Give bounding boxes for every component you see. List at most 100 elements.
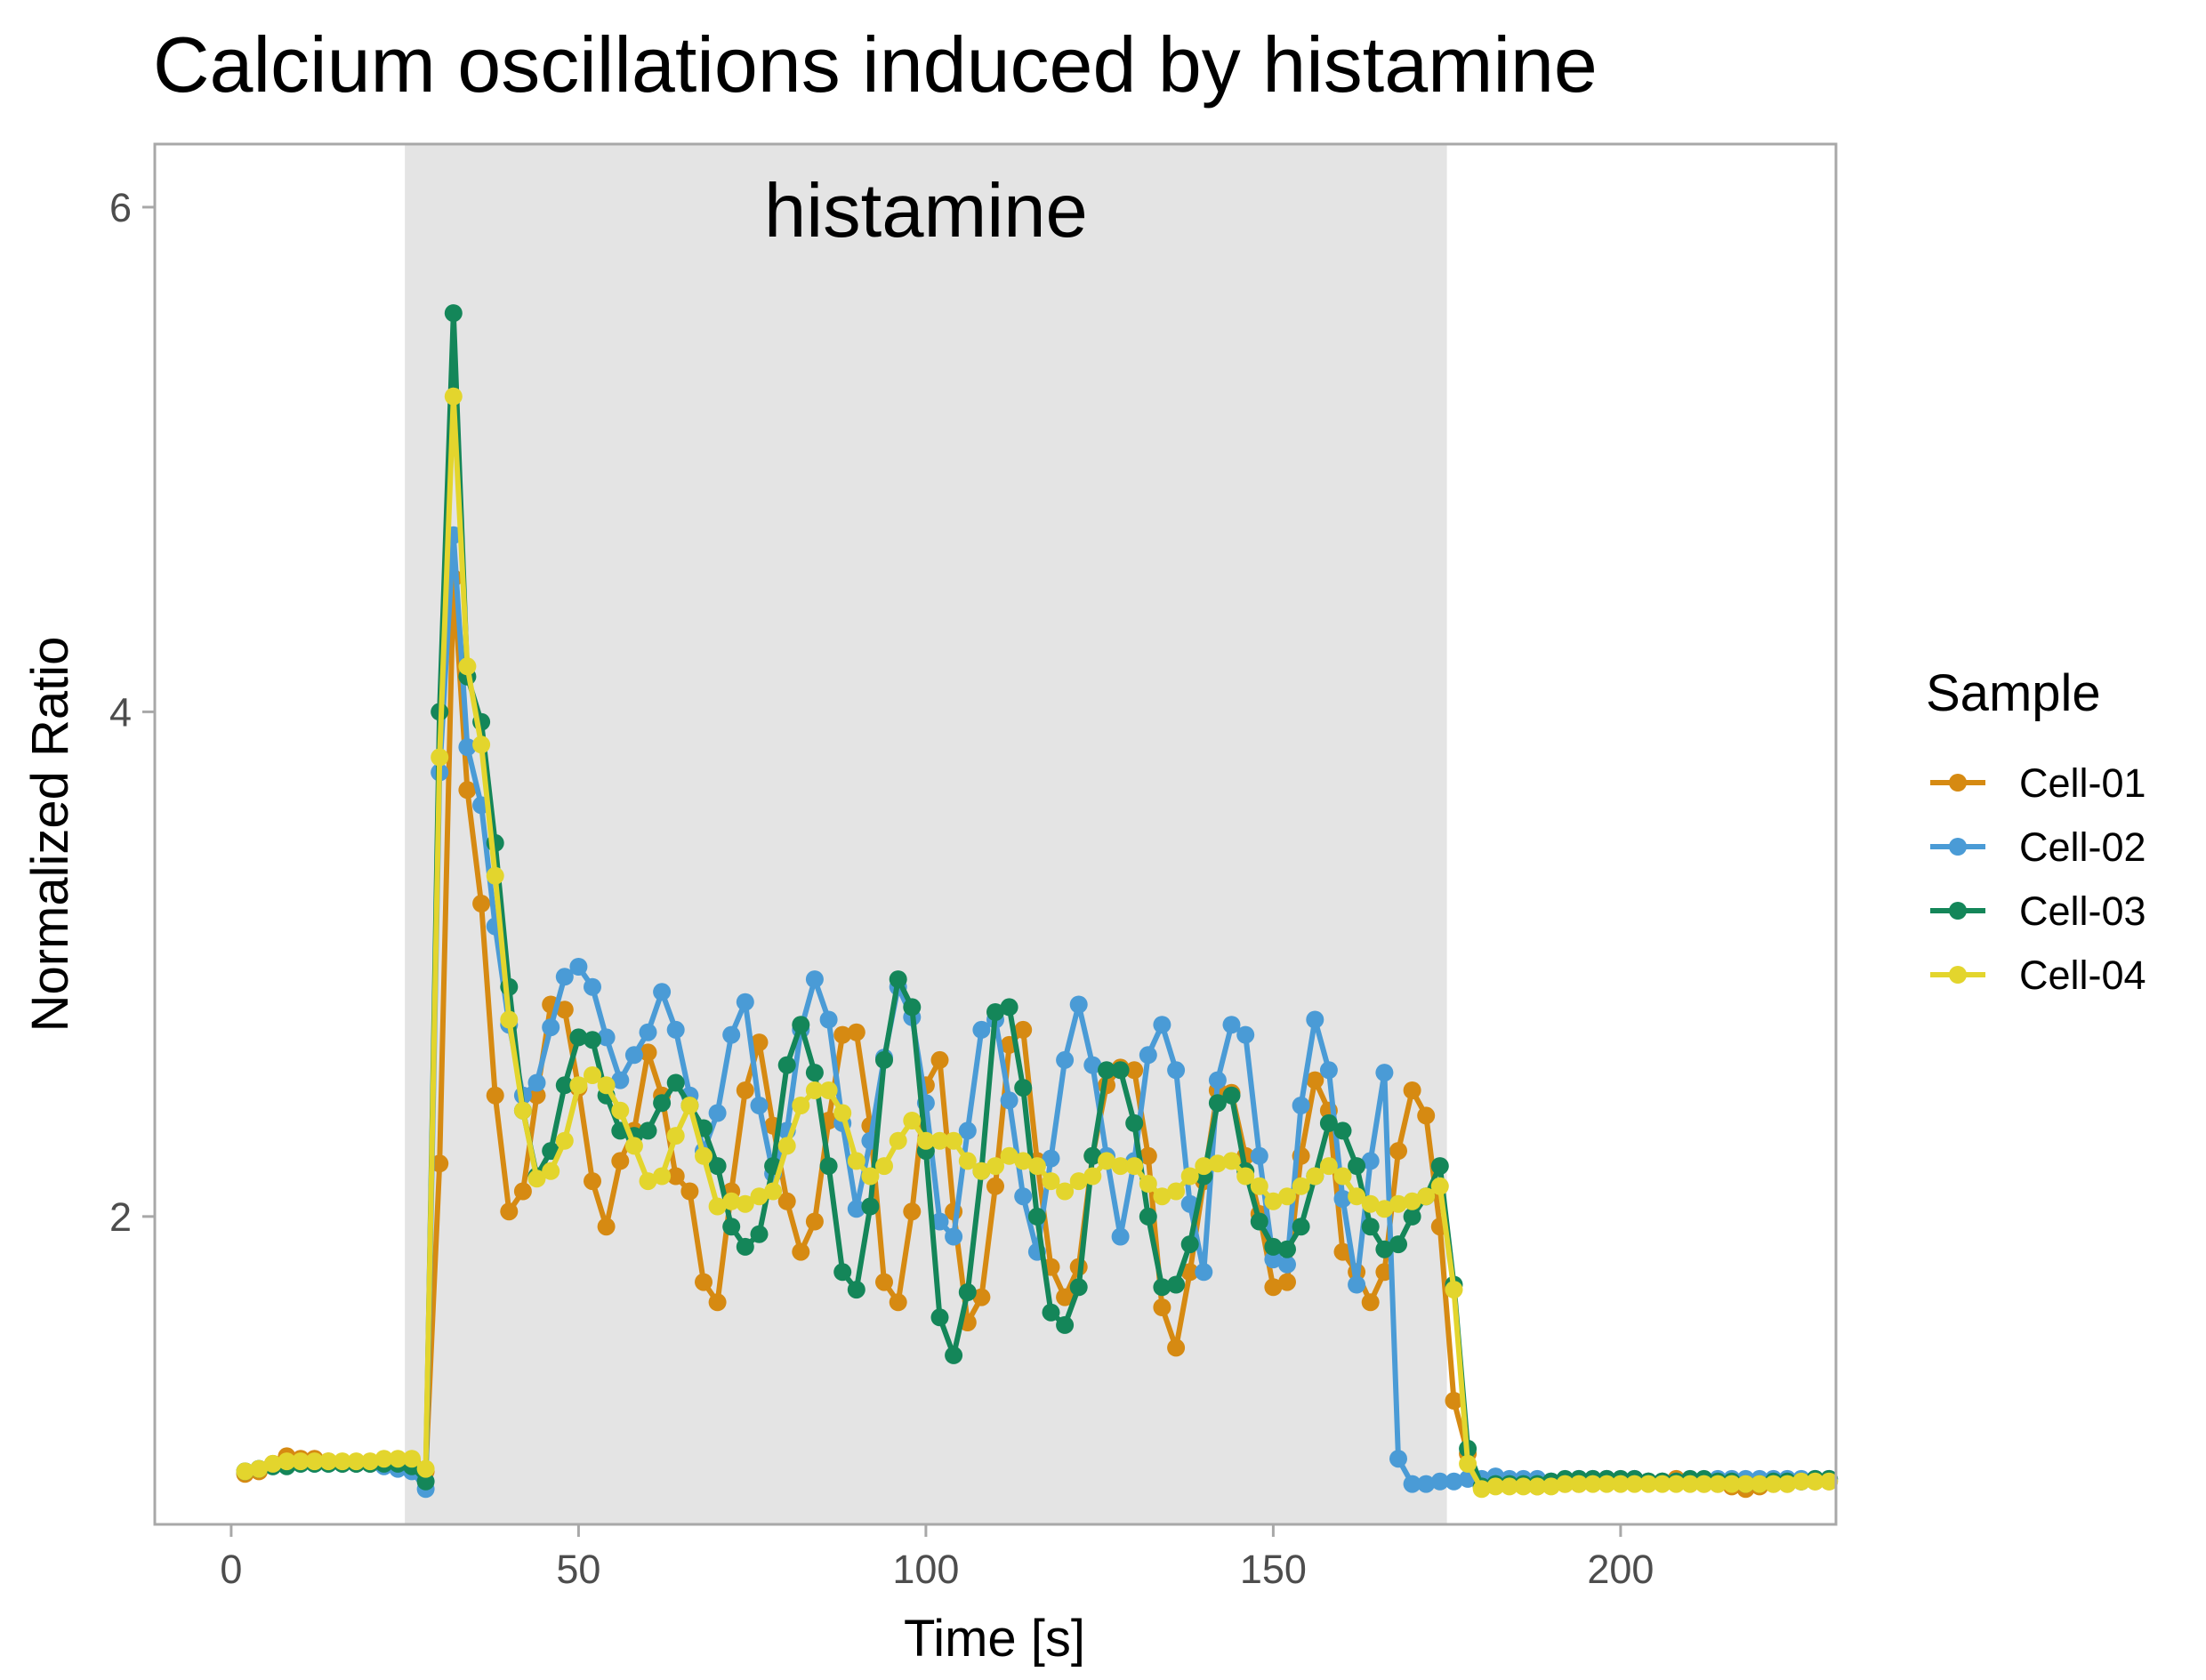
data-point <box>945 1346 963 1364</box>
legend-label: Cell-04 <box>2019 953 2146 998</box>
data-point <box>361 1452 380 1471</box>
data-point <box>847 1200 865 1218</box>
data-point <box>1361 1293 1380 1312</box>
legend-item-cell-03: Cell-03 <box>1930 888 2146 934</box>
legend-item-cell-04: Cell-04 <box>1930 953 2146 998</box>
data-point <box>1056 1050 1075 1069</box>
data-point <box>875 1273 893 1291</box>
data-point <box>1333 1121 1352 1140</box>
data-point <box>930 1308 949 1327</box>
data-point <box>1556 1475 1574 1493</box>
data-point <box>945 1131 963 1150</box>
data-point <box>1611 1475 1630 1493</box>
data-point <box>1445 1281 1463 1299</box>
data-point <box>1430 1157 1449 1176</box>
data-point <box>597 1028 616 1047</box>
data-point <box>1014 1152 1033 1170</box>
data-point <box>1000 998 1018 1017</box>
data-point <box>1139 1146 1157 1165</box>
y-axis: 2 4 6 <box>109 185 155 1240</box>
data-point <box>1014 1020 1033 1039</box>
data-point <box>1264 1250 1283 1269</box>
data-point <box>597 1218 616 1236</box>
data-point <box>666 1167 685 1186</box>
data-point <box>1278 1187 1296 1206</box>
legend-label: Cell-01 <box>2019 760 2146 806</box>
data-point <box>1625 1475 1644 1493</box>
data-point <box>1403 1207 1421 1226</box>
legend-item-cell-02: Cell-02 <box>1930 824 2146 870</box>
data-point <box>1236 1167 1255 1186</box>
data-point <box>708 1197 727 1216</box>
data-point <box>624 1046 643 1065</box>
data-point <box>875 1050 893 1069</box>
data-point <box>1278 1273 1296 1291</box>
x-tick-label: 200 <box>1587 1547 1654 1592</box>
data-point <box>569 1076 588 1095</box>
data-point <box>639 1043 657 1062</box>
data-point <box>305 1452 324 1471</box>
data-point <box>584 977 601 996</box>
data-point <box>1792 1472 1810 1491</box>
data-point <box>263 1454 282 1473</box>
data-point <box>1695 1475 1713 1493</box>
plot-border <box>153 142 1838 1526</box>
data-point <box>1389 1194 1407 1213</box>
data-point <box>1180 1235 1199 1254</box>
data-point <box>500 1202 519 1221</box>
data-point <box>805 1081 824 1099</box>
data-point <box>1098 1061 1115 1080</box>
data-point <box>1056 1182 1075 1201</box>
data-point <box>1375 1064 1394 1082</box>
x-tick-label: 100 <box>892 1547 959 1592</box>
data-point <box>1056 1315 1075 1334</box>
data-point <box>1319 1157 1338 1176</box>
data-point <box>930 1050 949 1069</box>
data-point <box>527 1073 546 1092</box>
data-point <box>236 1462 254 1481</box>
data-point <box>1056 1288 1075 1306</box>
data-point <box>624 1137 643 1155</box>
data-point <box>1250 1177 1268 1195</box>
data-point <box>1153 1278 1171 1297</box>
data-point <box>1361 1194 1380 1213</box>
data-point <box>986 1003 1004 1021</box>
data-point <box>1098 1152 1115 1170</box>
data-point <box>1361 1218 1380 1236</box>
data-point <box>1639 1475 1658 1493</box>
data-point <box>1083 1167 1102 1186</box>
data-point <box>611 1152 630 1170</box>
data-point <box>1403 1192 1421 1210</box>
data-point <box>584 1066 601 1084</box>
data-point <box>1653 1475 1671 1493</box>
data-point <box>722 1192 741 1210</box>
data-point <box>555 1131 574 1150</box>
data-point <box>416 1459 435 1478</box>
data-point <box>1250 1146 1268 1165</box>
data-point <box>1292 1177 1310 1195</box>
data-point <box>611 1101 630 1120</box>
data-point <box>986 1177 1004 1195</box>
legend-key-point <box>1949 774 1967 792</box>
data-point <box>1445 1472 1463 1491</box>
data-point <box>903 1202 922 1221</box>
data-point <box>1000 1146 1018 1165</box>
data-point <box>1333 1190 1352 1208</box>
data-point <box>1278 1255 1296 1274</box>
data-point <box>1180 1263 1199 1282</box>
data-point <box>1319 1113 1338 1132</box>
y-tick-label: 2 <box>109 1194 132 1240</box>
data-point <box>986 1157 1004 1176</box>
data-point <box>389 1450 407 1468</box>
data-point <box>1167 1338 1186 1357</box>
data-point <box>1222 1086 1241 1105</box>
data-point <box>1306 1071 1324 1089</box>
data-point <box>792 1016 810 1034</box>
data-point <box>1264 1278 1283 1297</box>
data-point <box>1417 1475 1436 1493</box>
data-point <box>431 1154 449 1173</box>
y-tick-label: 6 <box>109 185 132 230</box>
data-point <box>1027 1207 1046 1226</box>
data-point <box>416 1472 435 1491</box>
data-point <box>1403 1081 1421 1099</box>
